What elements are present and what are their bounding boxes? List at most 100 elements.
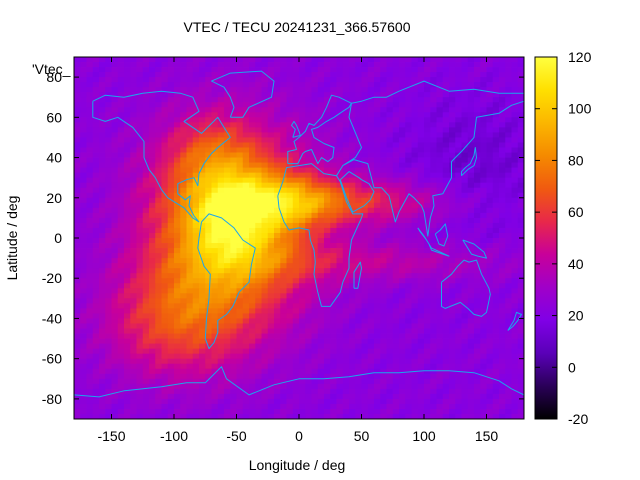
- heatmap-cell: [374, 238, 381, 244]
- heatmap-cell: [86, 313, 94, 319]
- heatmap-cell: [324, 132, 331, 138]
- heatmap-cell: [224, 102, 231, 108]
- heatmap-cell: [261, 323, 269, 329]
- heatmap-cell: [405, 187, 412, 194]
- heatmap-cell: [174, 333, 181, 339]
- heatmap-cell: [367, 333, 375, 339]
- heatmap-cell: [255, 338, 262, 344]
- heatmap-cell: [505, 177, 512, 184]
- heatmap-cell: [249, 278, 256, 284]
- heatmap-cell: [292, 142, 300, 148]
- heatmap-cell: [155, 82, 162, 88]
- heatmap-cell: [86, 62, 94, 68]
- heatmap-cell: [424, 57, 431, 63]
- heatmap-cell: [330, 92, 337, 98]
- heatmap-cell: [499, 288, 506, 294]
- heatmap-cell: [167, 152, 175, 158]
- heatmap-cell: [430, 318, 437, 324]
- heatmap-cell: [311, 217, 319, 224]
- heatmap-cell: [361, 222, 369, 229]
- heatmap-cell: [186, 107, 194, 113]
- heatmap-cell: [299, 62, 306, 68]
- heatmap-cell: [442, 82, 450, 88]
- heatmap-cell: [286, 348, 294, 355]
- heatmap-cell: [130, 278, 137, 284]
- heatmap-cell: [349, 102, 356, 108]
- heatmap-cell: [455, 122, 462, 128]
- heatmap-cell: [230, 243, 237, 249]
- heatmap-cell: [455, 232, 462, 239]
- heatmap-cell: [317, 278, 325, 284]
- heatmap-cell: [311, 238, 319, 244]
- heatmap-cell: [436, 373, 444, 380]
- heatmap-cell: [480, 167, 487, 174]
- heatmap-cell: [286, 137, 294, 143]
- heatmap-cell: [230, 217, 237, 224]
- heatmap-cell: [255, 197, 262, 204]
- heatmap-cell: [417, 248, 425, 254]
- heatmap-cell: [111, 293, 119, 299]
- heatmap-cell: [330, 162, 337, 169]
- heatmap-cell: [492, 167, 500, 174]
- heatmap-cell: [155, 57, 162, 63]
- heatmap-cell: [305, 338, 312, 344]
- heatmap-cell: [299, 388, 306, 395]
- heatmap-cell: [399, 192, 406, 199]
- heatmap-cell: [292, 72, 300, 78]
- heatmap-cell: [342, 152, 350, 158]
- heatmap-cell: [367, 232, 375, 239]
- heatmap-cell: [374, 147, 381, 153]
- heatmap-cell: [224, 167, 231, 174]
- heatmap-cell: [455, 308, 462, 314]
- heatmap-cell: [242, 393, 250, 400]
- heatmap-cell: [430, 288, 437, 294]
- heatmap-cell: [399, 57, 406, 63]
- heatmap-cell: [405, 67, 412, 73]
- heatmap-cell: [317, 67, 325, 73]
- heatmap-cell: [167, 368, 175, 375]
- heatmap-cell: [361, 77, 369, 83]
- heatmap-cell: [386, 268, 394, 274]
- heatmap-cell: [355, 87, 362, 93]
- heatmap-cell: [355, 238, 362, 244]
- heatmap-cell: [174, 157, 181, 163]
- heatmap-cell: [280, 72, 287, 78]
- heatmap-cell: [317, 167, 325, 174]
- heatmap-cell: [80, 212, 87, 219]
- heatmap-cell: [305, 152, 312, 158]
- heatmap-cell: [149, 348, 156, 355]
- heatmap-cell: [317, 293, 325, 299]
- heatmap-cell: [486, 248, 494, 254]
- heatmap-cell: [105, 363, 112, 370]
- heatmap-cell: [205, 112, 212, 118]
- heatmap-cell: [517, 343, 524, 350]
- heatmap-cell: [449, 293, 456, 299]
- heatmap-cell: [130, 172, 137, 179]
- heatmap-cell: [361, 263, 369, 269]
- heatmap-cell: [392, 258, 400, 264]
- heatmap-cell: [230, 212, 237, 219]
- heatmap-cell: [261, 72, 269, 78]
- heatmap-cell: [161, 343, 169, 350]
- heatmap-cell: [361, 393, 369, 400]
- heatmap-cell: [280, 57, 287, 63]
- heatmap-cell: [367, 117, 375, 123]
- heatmap-cell: [217, 127, 225, 133]
- heatmap-cell: [336, 207, 344, 214]
- heatmap-cell: [499, 348, 506, 355]
- heatmap-cell: [280, 202, 287, 209]
- heatmap-cell: [161, 102, 169, 108]
- heatmap-cell: [155, 172, 162, 179]
- heatmap-cell: [430, 323, 437, 329]
- heatmap-cell: [467, 217, 475, 224]
- heatmap-cell: [330, 97, 337, 103]
- heatmap-cell: [180, 348, 187, 355]
- heatmap-cell: [167, 308, 175, 314]
- heatmap-cell: [461, 132, 469, 138]
- heatmap-cell: [324, 97, 331, 103]
- heatmap-cell: [367, 273, 375, 279]
- heatmap-cell: [174, 222, 181, 229]
- heatmap-cell: [505, 258, 512, 264]
- heatmap-cell: [205, 177, 212, 184]
- heatmap-cell: [292, 177, 300, 184]
